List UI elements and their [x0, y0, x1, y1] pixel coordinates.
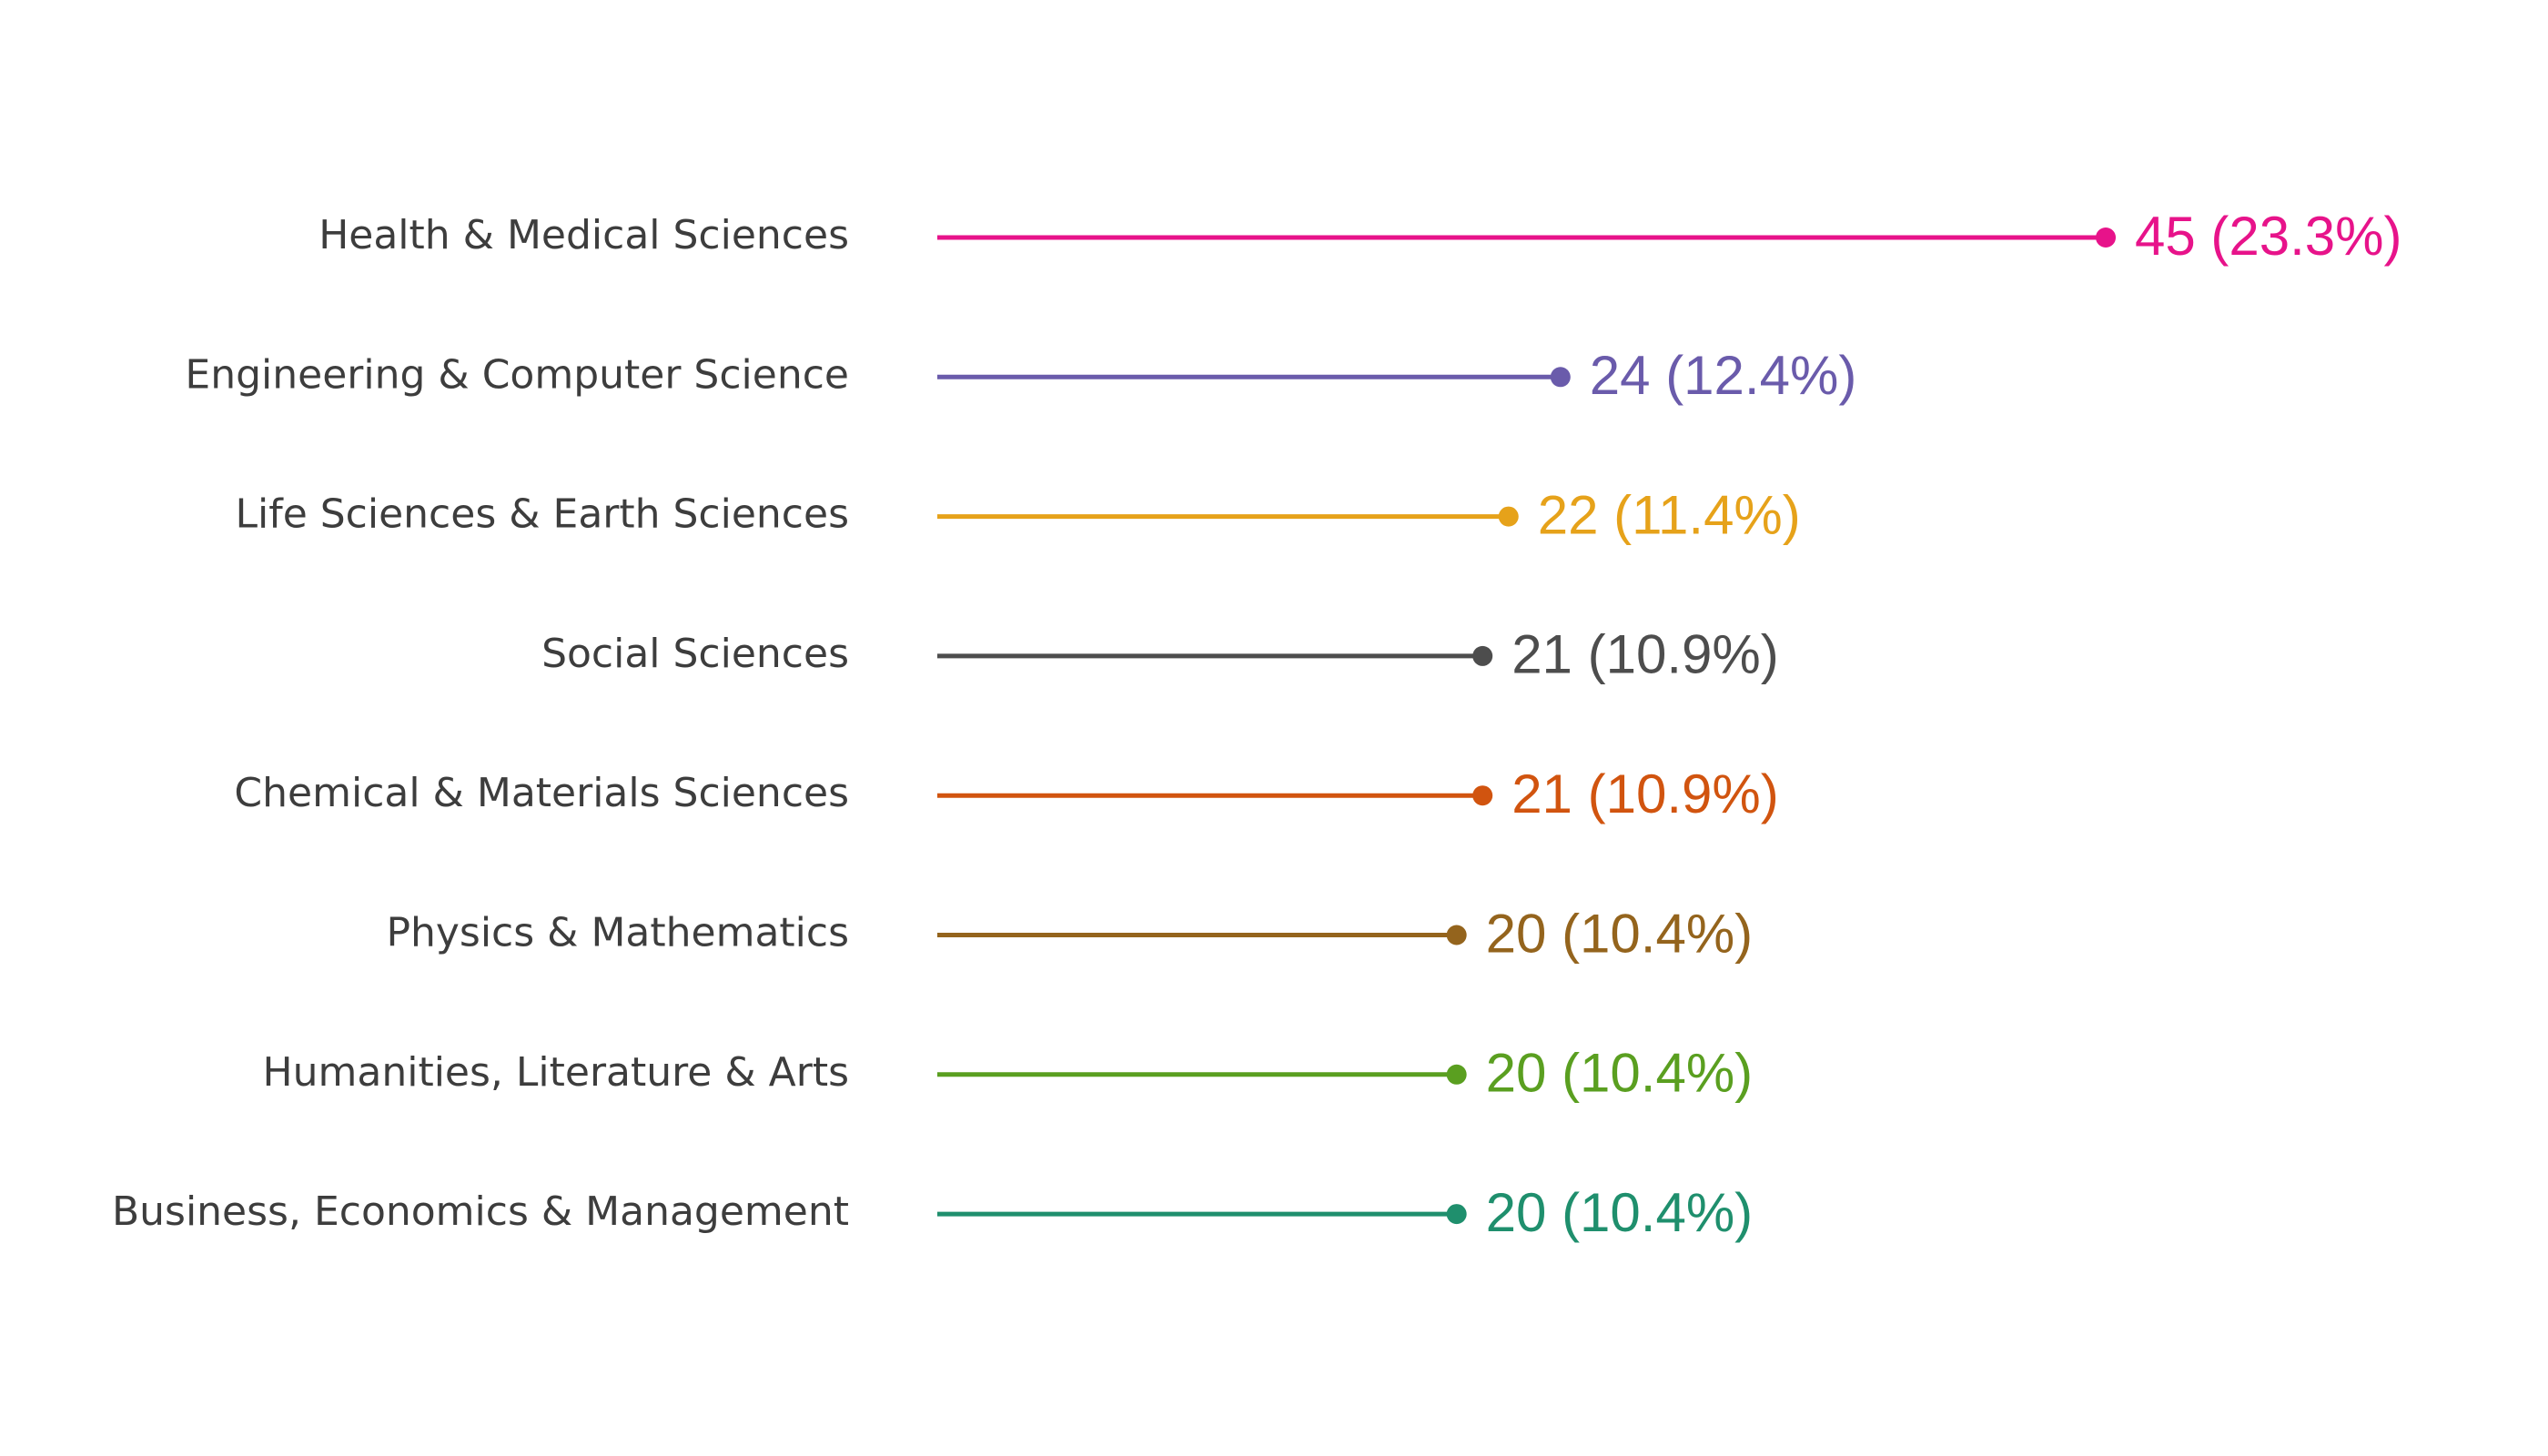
value-label-life-sciences-and-earth-sciences: 22 (11.4%): [1538, 484, 1801, 545]
dot-health-and-medical-sciences: [2096, 228, 2116, 248]
value-label-health-and-medical-sciences: 45 (23.3%): [2135, 206, 2402, 267]
category-label-life-sciences-and-earth-sciences: Life Sciences & Earth Sciences: [235, 491, 849, 538]
lollipop-dots: [1446, 228, 2116, 1225]
dot-chemical-and-materials-sciences: [1472, 785, 1493, 806]
dot-social-sciences: [1472, 645, 1493, 666]
dot-life-sciences-and-earth-sciences: [1498, 506, 1519, 527]
value-label-physics-and-mathematics: 20 (10.4%): [1486, 903, 1754, 964]
category-label-engineering-and-computer-science: Engineering & Computer Science: [185, 351, 849, 398]
lollipop-stems: [937, 235, 2106, 1217]
category-labels: Health & Medical Sciences Engineering & C…: [112, 212, 849, 1235]
category-label-health-and-medical-sciences: Health & Medical Sciences: [318, 212, 849, 258]
category-label-chemical-and-materials-sciences: Chemical & Materials Sciences: [234, 770, 849, 816]
dot-humanities-literature-and-arts: [1446, 1064, 1467, 1085]
value-label-business-economics-and-management: 20 (10.4%): [1486, 1182, 1754, 1243]
value-label-humanities-literature-and-arts: 20 (10.4%): [1486, 1043, 1754, 1104]
category-label-humanities-literature-and-arts: Humanities, Literature & Arts: [263, 1049, 849, 1096]
dot-physics-and-mathematics: [1446, 925, 1467, 945]
value-labels: 45 (23.3%) 24 (12.4%) 22 (11.4%) 21 (10.9%)…: [1486, 206, 2402, 1243]
dot-engineering-and-computer-science: [1550, 367, 1571, 388]
category-label-social-sciences: Social Sciences: [541, 631, 849, 677]
dot-business-economics-and-management: [1446, 1204, 1467, 1225]
value-label-social-sciences: 21 (10.9%): [1512, 624, 1779, 685]
value-label-chemical-and-materials-sciences: 21 (10.9%): [1512, 763, 1779, 824]
category-label-business-economics-and-management: Business, Economics & Management: [112, 1188, 849, 1235]
value-label-engineering-and-computer-science: 24 (12.4%): [1590, 345, 1857, 406]
category-label-physics-and-mathematics: Physics & Mathematics: [386, 910, 849, 956]
